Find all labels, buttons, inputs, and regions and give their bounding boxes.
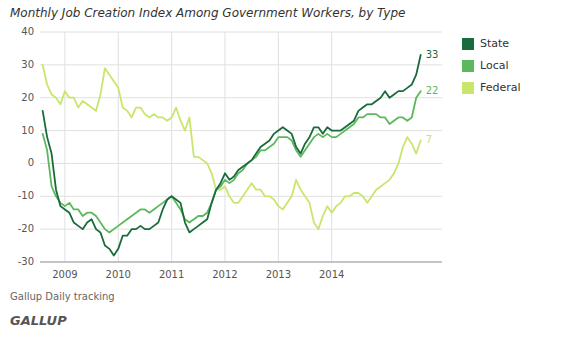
series-line — [43, 55, 421, 255]
end-label: 22 — [426, 85, 439, 96]
y-tick-label: 20 — [21, 92, 34, 103]
grid-line — [40, 262, 442, 263]
series-line — [43, 65, 421, 229]
legend-swatch — [462, 60, 474, 72]
x-tick-label: 2012 — [212, 269, 237, 280]
grid-line — [40, 163, 442, 164]
grid-line — [40, 229, 442, 230]
y-tick-label: -30 — [18, 256, 34, 267]
grid-line — [40, 196, 442, 197]
grid-line — [40, 130, 442, 131]
y-tick-label: 30 — [21, 59, 34, 70]
grid-line — [40, 64, 442, 65]
plot-area — [43, 55, 421, 255]
grid-line — [64, 32, 65, 262]
x-tick-label: 2013 — [266, 269, 291, 280]
y-tick-label: -10 — [18, 190, 34, 201]
legend-label: State — [480, 37, 509, 50]
grid-line — [331, 32, 332, 262]
y-tick-label: -20 — [18, 223, 34, 234]
grid — [40, 32, 442, 262]
legend-swatch — [462, 82, 474, 94]
background — [0, 0, 564, 337]
grid-line — [118, 32, 119, 262]
x-tick-label: 2010 — [106, 269, 131, 280]
series-line — [43, 91, 421, 232]
x-tick-label: 2011 — [159, 269, 184, 280]
x-axis-line — [40, 262, 442, 263]
y-tick-label: 0 — [28, 157, 34, 168]
y-tick-label: 10 — [21, 125, 34, 136]
x-tick-label: 2009 — [52, 269, 77, 280]
grid-line — [224, 32, 225, 262]
grid-line — [40, 32, 442, 33]
source: GALLUP — [10, 313, 67, 328]
legend-label: Local — [480, 59, 509, 72]
title: Monthly Job Creation Index Among Governm… — [10, 6, 405, 20]
end-label: 7 — [426, 134, 432, 145]
chart: Monthly Job Creation Index Among Governm… — [0, 0, 564, 337]
legend-label: Federal — [480, 81, 521, 94]
subtitle: Gallup Daily tracking — [10, 291, 115, 302]
y-tick-label: 40 — [21, 26, 34, 37]
legend: State Local Federal — [462, 37, 521, 94]
legend-swatch — [462, 38, 474, 50]
grid-line — [171, 32, 172, 262]
x-tick-label: 2014 — [319, 269, 344, 280]
grid-line — [278, 32, 279, 262]
end-label: 33 — [426, 49, 439, 60]
